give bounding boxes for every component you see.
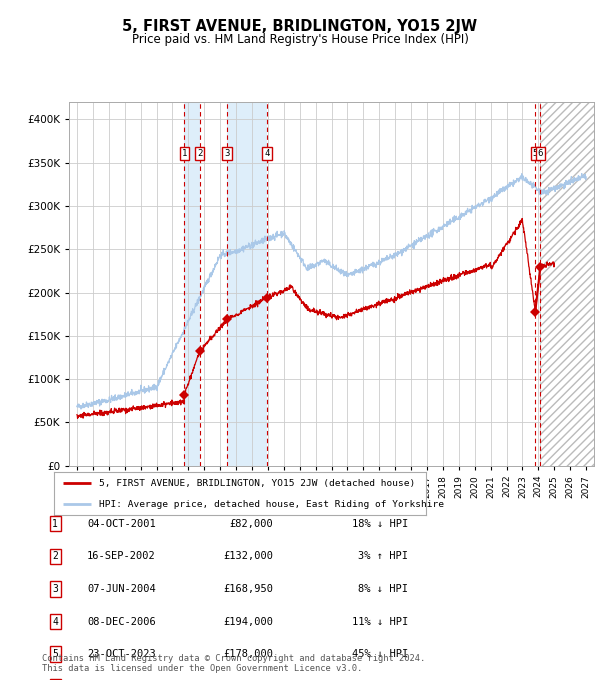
Text: 4: 4 bbox=[264, 150, 269, 158]
Text: Contains HM Land Registry data © Crown copyright and database right 2024.
This d: Contains HM Land Registry data © Crown c… bbox=[42, 653, 425, 673]
Text: 5, FIRST AVENUE, BRIDLINGTON, YO15 2JW (detached house): 5, FIRST AVENUE, BRIDLINGTON, YO15 2JW (… bbox=[98, 479, 415, 488]
Bar bbox=[184, 102, 200, 466]
Text: £178,000: £178,000 bbox=[223, 649, 273, 659]
Text: 08-DEC-2006: 08-DEC-2006 bbox=[87, 617, 156, 626]
Text: 5: 5 bbox=[52, 649, 58, 659]
Text: £194,000: £194,000 bbox=[223, 617, 273, 626]
Text: 11% ↓ HPI: 11% ↓ HPI bbox=[352, 617, 408, 626]
Bar bbox=[541, 102, 594, 466]
Text: 1: 1 bbox=[182, 150, 187, 158]
Text: 3: 3 bbox=[52, 584, 58, 594]
Bar bbox=[541, 102, 594, 466]
Text: 1: 1 bbox=[52, 519, 58, 528]
Text: 3% ↑ HPI: 3% ↑ HPI bbox=[358, 551, 408, 561]
Text: 23-OCT-2023: 23-OCT-2023 bbox=[87, 649, 156, 659]
Text: £168,950: £168,950 bbox=[223, 584, 273, 594]
Text: HPI: Average price, detached house, East Riding of Yorkshire: HPI: Average price, detached house, East… bbox=[98, 500, 443, 509]
Bar bbox=[227, 102, 267, 466]
Text: £132,000: £132,000 bbox=[223, 551, 273, 561]
Text: 16-SEP-2002: 16-SEP-2002 bbox=[87, 551, 156, 561]
Text: 45% ↓ HPI: 45% ↓ HPI bbox=[352, 649, 408, 659]
Text: 07-JUN-2004: 07-JUN-2004 bbox=[87, 584, 156, 594]
Text: £82,000: £82,000 bbox=[229, 519, 273, 528]
Text: 2: 2 bbox=[52, 551, 58, 561]
Text: 4: 4 bbox=[52, 617, 58, 626]
Text: 5, FIRST AVENUE, BRIDLINGTON, YO15 2JW: 5, FIRST AVENUE, BRIDLINGTON, YO15 2JW bbox=[122, 19, 478, 34]
Text: Price paid vs. HM Land Registry's House Price Index (HPI): Price paid vs. HM Land Registry's House … bbox=[131, 33, 469, 46]
Text: 8% ↓ HPI: 8% ↓ HPI bbox=[358, 584, 408, 594]
Text: 5: 5 bbox=[533, 150, 538, 158]
Text: 18% ↓ HPI: 18% ↓ HPI bbox=[352, 519, 408, 528]
Text: 2: 2 bbox=[197, 150, 202, 158]
Text: 04-OCT-2001: 04-OCT-2001 bbox=[87, 519, 156, 528]
Text: 6: 6 bbox=[538, 150, 543, 158]
Text: 3: 3 bbox=[224, 150, 230, 158]
